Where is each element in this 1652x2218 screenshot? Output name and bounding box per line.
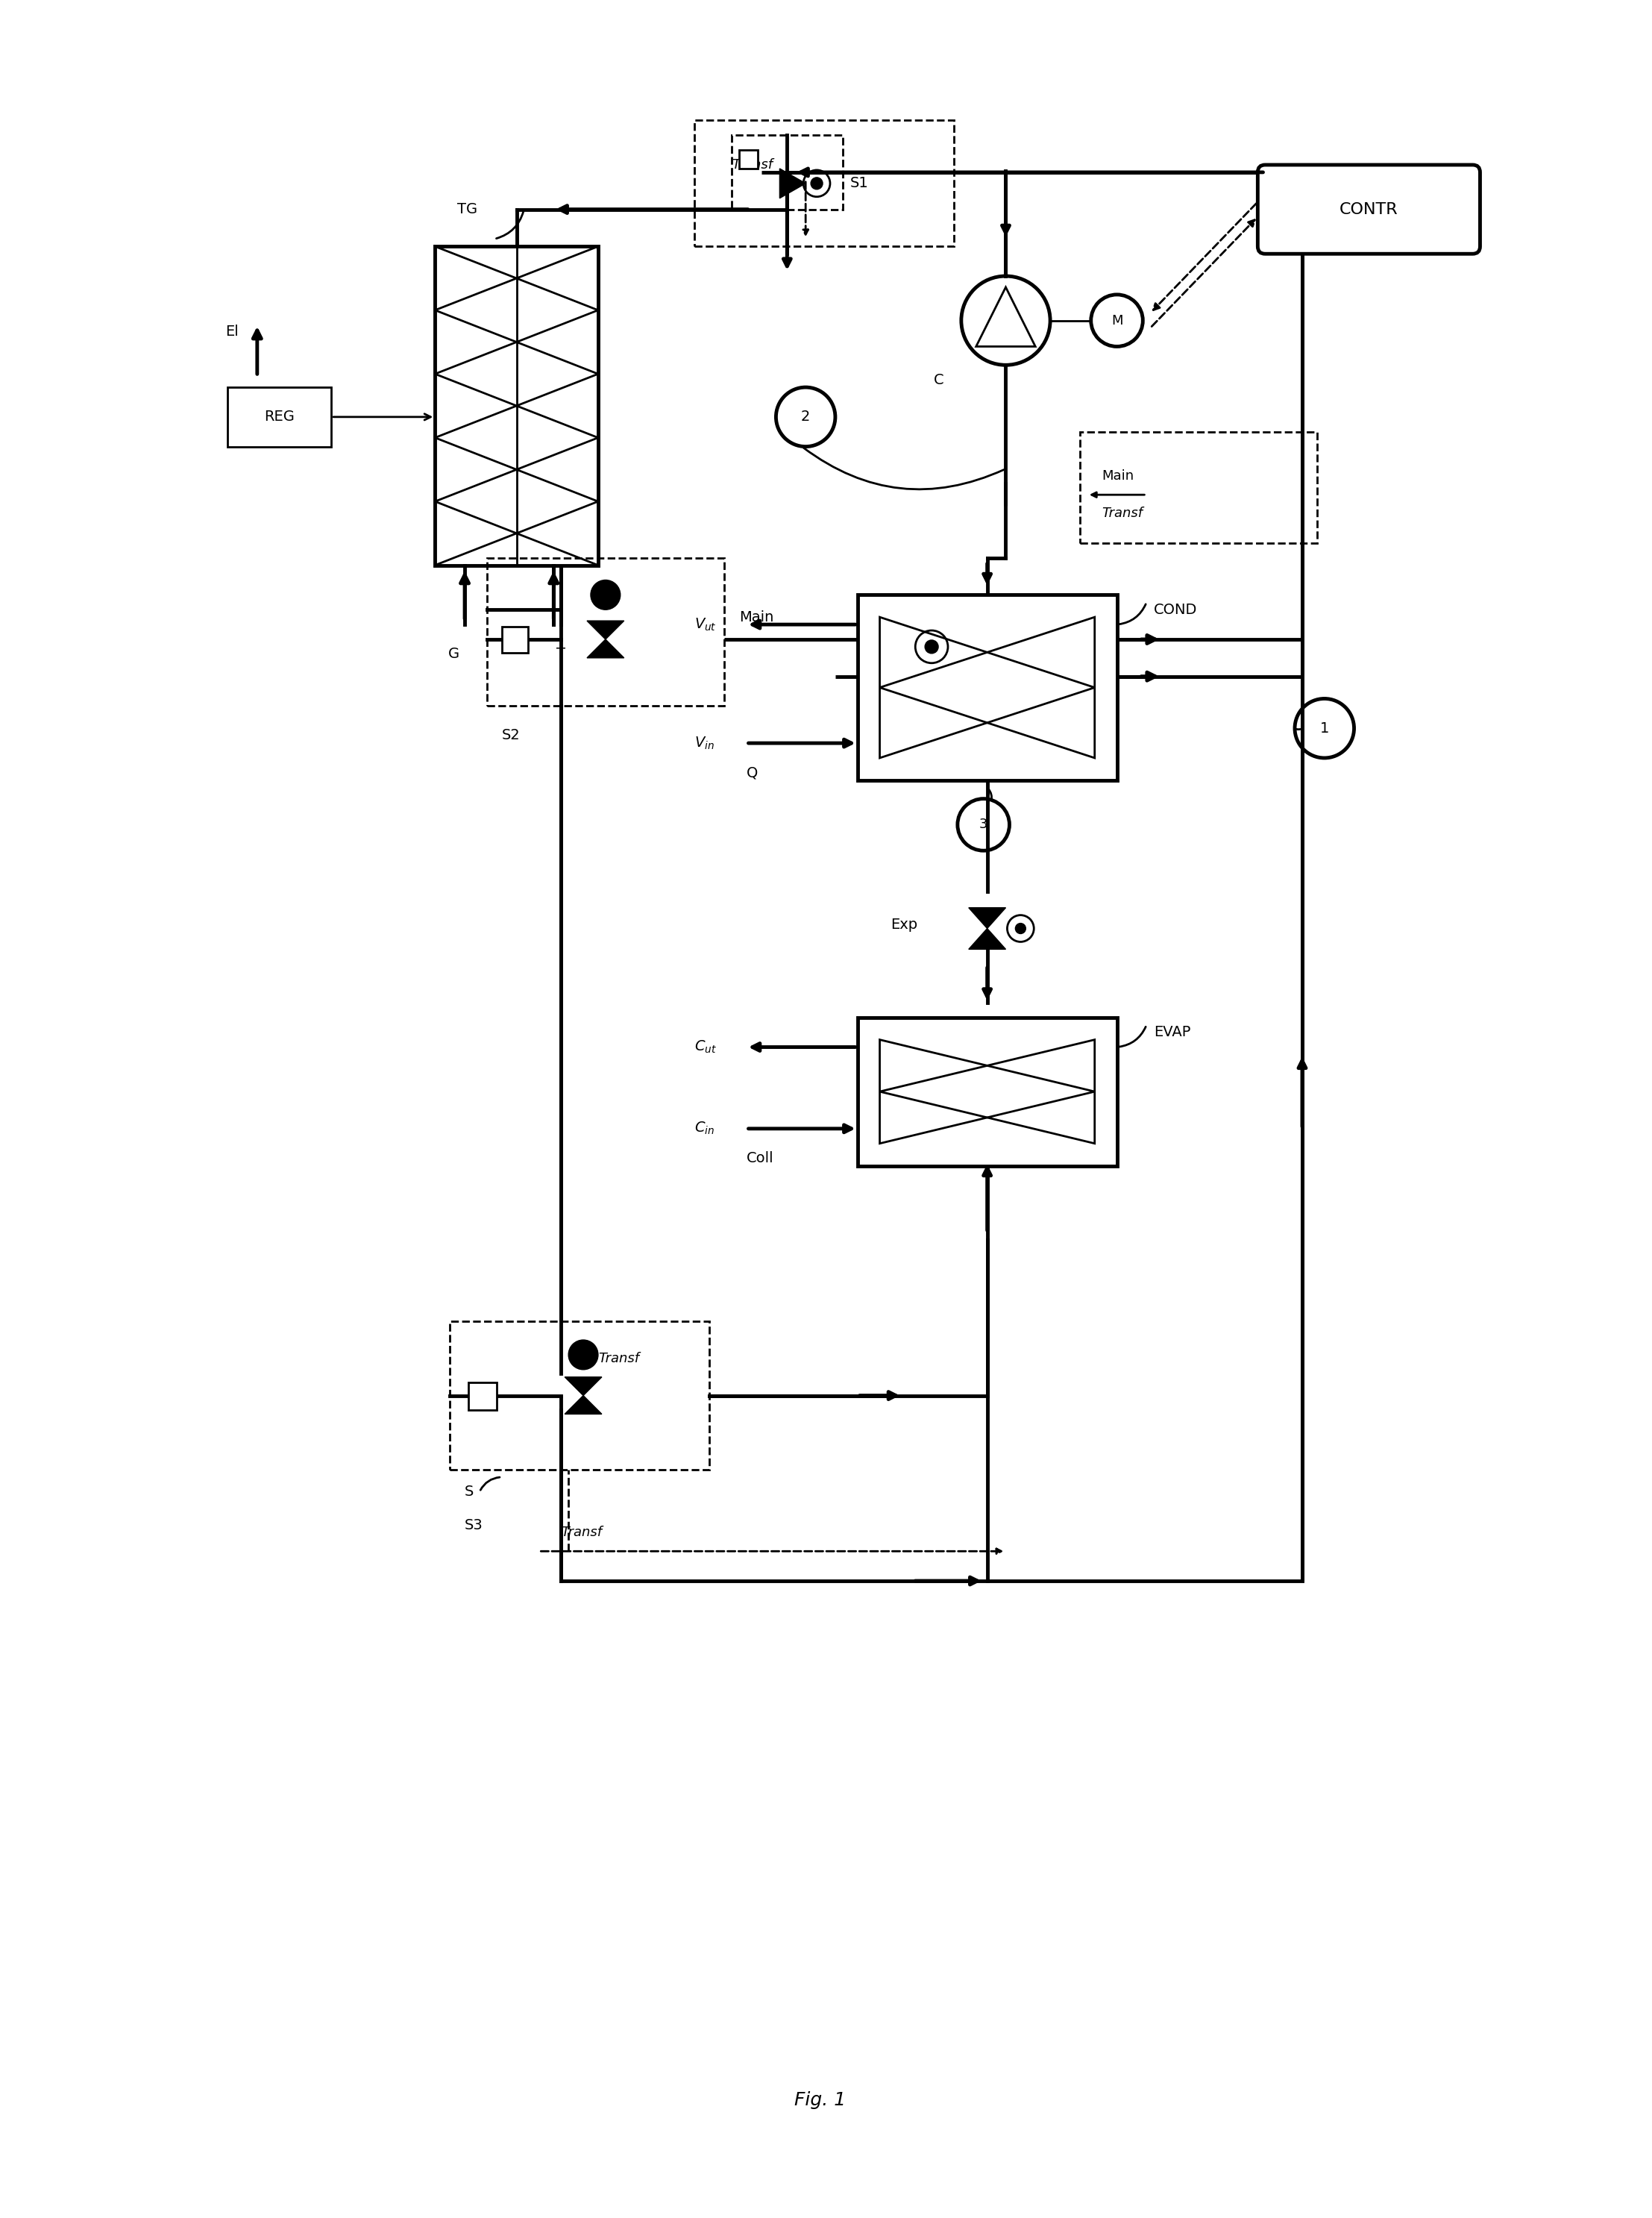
Circle shape <box>1016 923 1026 934</box>
Bar <box>857 1018 1117 1167</box>
Text: $V_{ut}$: $V_{ut}$ <box>694 617 717 632</box>
Circle shape <box>811 177 823 189</box>
Text: S2: S2 <box>502 728 520 743</box>
Text: S: S <box>464 1484 474 1499</box>
Text: S3: S3 <box>464 1517 482 1533</box>
Bar <box>449 1322 709 1471</box>
Text: 1: 1 <box>1320 721 1330 736</box>
Text: TG: TG <box>458 202 477 217</box>
Bar <box>434 246 598 566</box>
Text: EVAP: EVAP <box>1155 1025 1191 1040</box>
Text: T: T <box>557 648 565 661</box>
Bar <box>469 1382 497 1411</box>
FancyBboxPatch shape <box>1257 164 1480 253</box>
Text: REG: REG <box>264 410 294 424</box>
Bar <box>738 151 758 169</box>
Text: Q: Q <box>747 765 758 781</box>
Text: C: C <box>933 373 943 386</box>
Bar <box>732 135 843 208</box>
Text: Transf: Transf <box>1102 506 1143 519</box>
Polygon shape <box>586 639 624 659</box>
Circle shape <box>568 1340 598 1369</box>
Text: COND: COND <box>1155 603 1198 617</box>
Polygon shape <box>780 169 806 197</box>
Polygon shape <box>565 1395 601 1415</box>
Text: Main: Main <box>1102 470 1135 484</box>
Text: Transf: Transf <box>732 157 773 171</box>
Circle shape <box>591 581 621 610</box>
Text: Fig. 1: Fig. 1 <box>795 2092 846 2109</box>
Text: $C_{ut}$: $C_{ut}$ <box>694 1040 717 1056</box>
Polygon shape <box>968 907 1006 929</box>
Text: El: El <box>225 324 238 339</box>
Bar <box>502 628 527 652</box>
Text: G: G <box>448 648 459 661</box>
Bar <box>694 120 953 246</box>
Bar <box>857 594 1117 781</box>
Text: V: V <box>927 681 937 694</box>
Bar <box>1080 433 1317 543</box>
Text: Transf: Transf <box>562 1526 601 1539</box>
Text: $C_{in}$: $C_{in}$ <box>694 1120 715 1136</box>
Polygon shape <box>968 929 1006 949</box>
Text: Exp: Exp <box>890 918 919 932</box>
Text: Transf: Transf <box>598 1351 639 1366</box>
Text: $V_{in}$: $V_{in}$ <box>694 734 714 752</box>
Text: Main: Main <box>738 610 773 625</box>
Text: CONTR: CONTR <box>1340 202 1398 217</box>
Polygon shape <box>586 621 624 639</box>
Text: Coll: Coll <box>747 1151 773 1164</box>
Bar <box>487 557 724 705</box>
Text: 3: 3 <box>980 818 988 832</box>
FancyBboxPatch shape <box>228 388 332 446</box>
Polygon shape <box>565 1377 601 1395</box>
Circle shape <box>925 641 938 654</box>
Text: M: M <box>1112 313 1123 328</box>
Text: S1: S1 <box>851 175 869 191</box>
Text: 2: 2 <box>801 410 809 424</box>
